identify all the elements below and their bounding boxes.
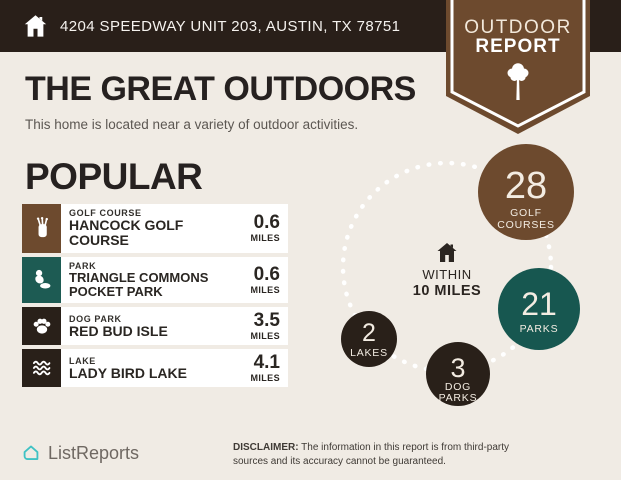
list-item-park: PARK TRIANGLE COMMONS POCKET PARK 0.6 MI… [22,256,288,304]
item-distance-unit: MILES [250,373,280,384]
item-distance: 0.6 [253,264,280,286]
item-category: GOLF COURSE [69,208,142,218]
item-distance-unit: MILES [250,331,280,342]
svg-text:28: 28 [505,165,547,207]
item-name: TRIANGLE COMMONS POCKET PARK [69,269,209,300]
tree-icon [507,63,529,100]
badge-title-line2: REPORT [475,36,561,57]
item-distance: 3.5 [253,310,280,332]
list-item-golf-course: GOLF COURSE HANCOCK GOLF COURSE 0.6 MILE… [22,204,288,253]
radius-label: 10 MILES [413,283,481,299]
popular-list: GOLF COURSE HANCOCK GOLF COURSE 0.6 MILE… [22,204,288,388]
item-category: DOG PARK [69,313,122,324]
bubble-golf-courses: 28 GOLF COURSES [478,144,574,240]
item-name: LADY BIRD LAKE [69,364,187,381]
listreports-house-icon [23,445,39,460]
listreports-logo: ListReports [20,442,139,464]
item-name: RED BUD ISLE [69,322,168,339]
center-house-icon [437,243,457,262]
svg-text:COURSES: COURSES [497,219,555,231]
property-address: 4204 SPEEDWAY UNIT 203, AUSTIN, TX 78751 [60,17,401,35]
svg-text:21: 21 [521,286,557,322]
svg-text:PARKS: PARKS [439,392,478,404]
svg-text:LAKES: LAKES [350,347,388,359]
badge-title-line1: OUTDOOR [464,17,572,38]
disclaimer-label: DISCLAIMER: [233,442,299,453]
item-distance-unit: MILES [250,285,280,296]
hero-section: THE GREAT OUTDOORS This home is located … [25,70,445,132]
radius-bubble-diagram: 28 GOLF COURSES 21 PARKS 2 LAKES 3 DOG P… [340,144,580,406]
house-icon [24,14,47,37]
disclaimer-text: DISCLAIMER: The information in this repo… [233,442,510,467]
bubble-lakes: 2 LAKES [341,311,397,367]
svg-text:PARKS: PARKS [520,323,559,335]
bubble-dog-parks: 3 DOG PARKS [426,342,490,406]
list-item-lake: LAKE LADY BIRD LAKE 4.1 MILES [22,349,288,388]
svg-text:GOLF: GOLF [510,207,542,219]
item-name: HANCOCK GOLF COURSE [69,217,184,249]
page-title: THE GREAT OUTDOORS [25,70,416,108]
outdoor-report-badge: OUTDOOR REPORT [446,0,590,140]
park-statue-icon [22,256,61,304]
paw-icon [22,307,61,346]
item-category: PARK [69,260,97,271]
item-distance: 4.1 [253,352,280,374]
bubble-parks: 21 PARKS [498,268,580,350]
list-item-dog-park: DOG PARK RED BUD ISLE 3.5 MILES [22,307,288,346]
item-distance: 0.6 [253,212,280,234]
golf-bag-icon [22,204,61,253]
svg-text:DOG: DOG [445,381,471,393]
page-subtitle: This home is located near a variety of o… [25,117,359,132]
svg-text:3: 3 [450,353,465,383]
popular-heading: POPULAR [25,156,203,197]
brand-name: ListReports [48,442,140,463]
svg-text:2: 2 [362,319,376,347]
waves-icon [22,349,61,388]
item-distance-unit: MILES [250,233,280,244]
item-category: LAKE [69,355,96,366]
within-label: WITHIN [422,267,471,282]
